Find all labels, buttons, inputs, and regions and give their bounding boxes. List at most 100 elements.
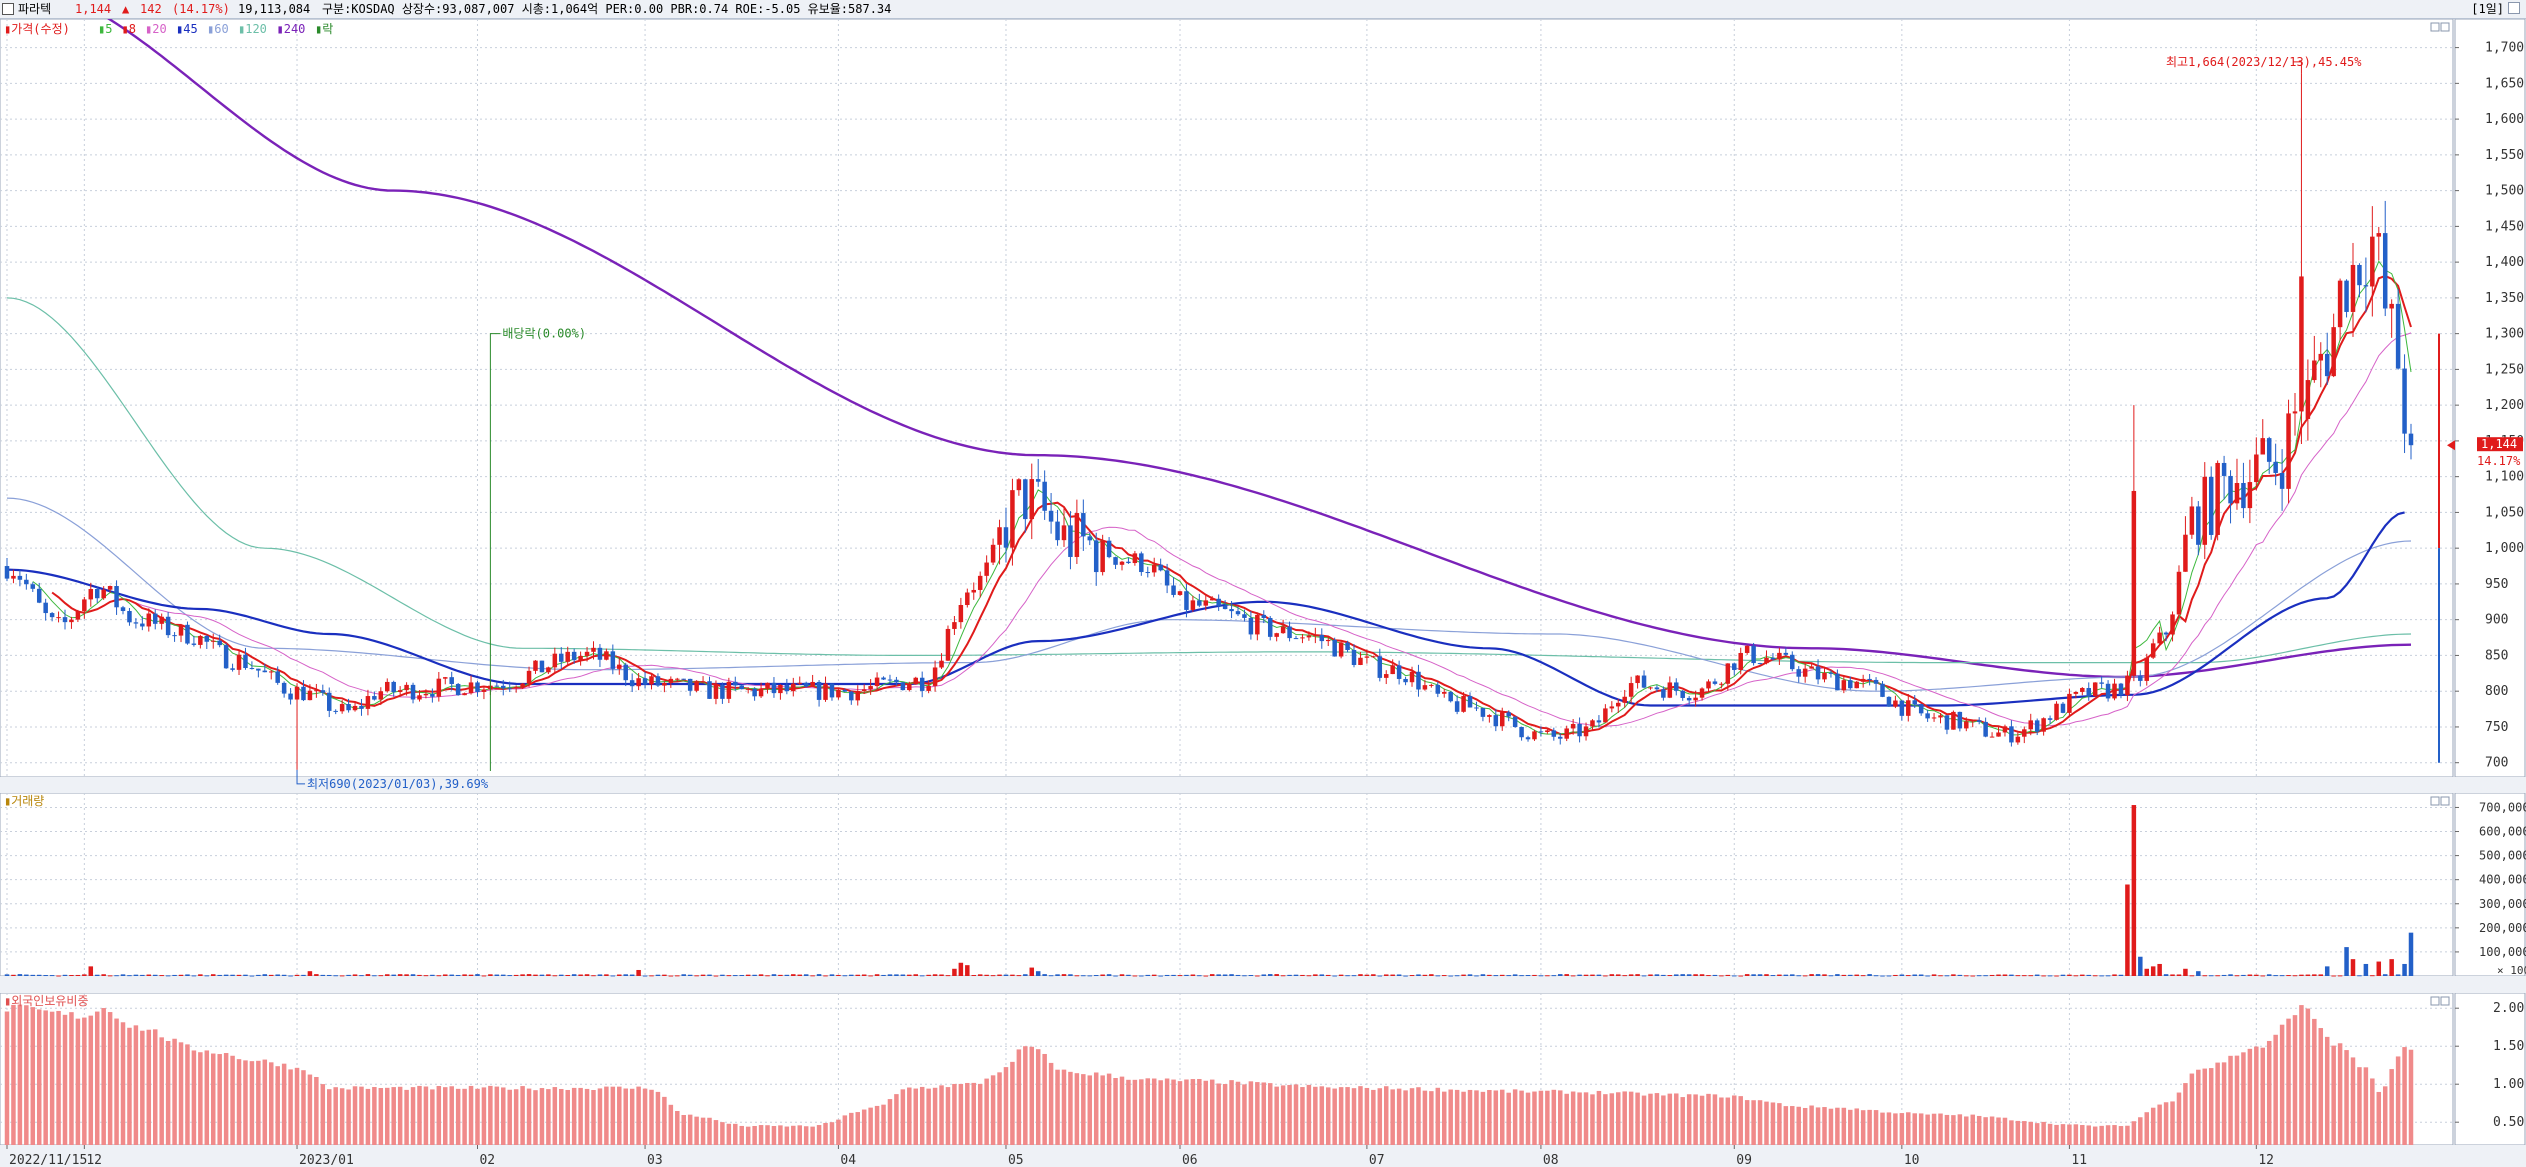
volume-bar [881,974,886,976]
volume-bar [1983,975,1988,977]
pane-close-button[interactable] [2440,796,2450,806]
chart-toggle-checkbox[interactable] [2,3,14,15]
candle-body [629,680,635,687]
candle-body [694,681,699,691]
volume-bar [958,962,964,976]
foreign-ownership-bar [1770,1102,1776,1145]
volume-bar [1048,975,1054,977]
candle-body [1267,617,1273,637]
volume-bar [1023,974,1028,976]
candle-body [836,689,841,698]
candle-body [36,588,42,603]
volume-bar [1209,974,1215,976]
candle-body [1506,712,1511,717]
candle-body [430,694,435,697]
volume-bar [1429,974,1434,976]
pane-close-button[interactable] [2440,996,2450,1006]
foreign-ownership-bar [1706,1093,1711,1145]
price-change: 142 [140,2,162,16]
candle-body [230,668,235,670]
candle-body [2221,462,2227,476]
foreign-ownership-bar [1564,1093,1569,1145]
foreign-ownership-bar [1480,1091,1486,1145]
candle-body [617,664,622,669]
x-tick-label: 11 [2071,1153,2087,1167]
foreign-ownership-bar [984,1078,989,1145]
candle-body [2105,683,2111,699]
foreign-ownership-bar [1132,1079,1138,1145]
volume-bar [2099,975,2104,977]
foreign-ownership-bar [320,1084,326,1145]
foreign-ownership-bar [133,1025,139,1145]
candle-body [2002,726,2008,733]
foreign-ownership-bar [1435,1087,1441,1145]
volume-bar [1609,974,1615,976]
volume-bar [1087,975,1093,977]
candle-body [1925,713,1930,719]
foreign-ownership-bar [1577,1092,1582,1145]
volume-bar [1538,975,1544,977]
ma60-line [6,497,2412,692]
candle-body [1893,700,1898,707]
stock-name[interactable]: 파라텍 [18,2,52,16]
volume-bar [1519,975,1524,977]
foreign-ownership-bar [939,1085,944,1145]
foreign-ownership-bar [1667,1093,1673,1145]
foreign-ownership-bar [2054,1124,2059,1145]
foreign-ownership-bar [1126,1079,1131,1145]
volume-bar [1996,974,2001,976]
pane-close-button[interactable] [2440,22,2450,32]
volume-bar [1474,975,1479,977]
x-tick-label: 06 [1182,1153,1198,1167]
volume-bar [1976,975,1982,977]
foreign-ownership-bar [146,1029,152,1145]
volume-bar [352,974,358,976]
period-selector[interactable]: [1일] [2471,2,2504,16]
foreign-ownership-bar [2105,1125,2111,1145]
foreign-ownership-bar [771,1126,777,1145]
candle-body [2299,276,2304,412]
volume-bar [559,974,564,976]
volume-bar [481,975,487,977]
foreign-ownership-bar [1925,1114,1930,1145]
volume-ytick-label: 200,000 [2479,921,2526,935]
foreign-ownership-bar [1493,1090,1499,1145]
volume-bar [2260,975,2266,977]
foreign-ownership-bar [75,1018,81,1145]
foreign-ownership-bar [1499,1089,1505,1145]
volume-bar [1358,974,1363,976]
candle-body [900,682,906,691]
foreign-ownership-bar [1171,1079,1176,1145]
foreign-ownership-bar [965,1082,970,1145]
foreign-ownership-bar [1609,1093,1615,1145]
candle-body [2370,236,2375,287]
candle-body [1209,598,1215,601]
foreign-ownership-bar [1068,1071,1073,1145]
close-icon[interactable] [2508,2,2520,14]
candle-body [191,643,197,645]
foreign-ownership-bar [1190,1079,1196,1145]
candle-body [1454,701,1460,712]
candle-body [1197,600,1202,606]
volume-bar [191,975,197,977]
foreign-ownership-bar [2376,1091,2382,1145]
foreign-ownership-bar [294,1067,300,1145]
pane-minimize-button[interactable] [2430,796,2440,806]
volume-bar [1912,974,1917,976]
foreign-ownership-bar [372,1087,377,1145]
volume-bar [1325,974,1331,976]
pane-minimize-button[interactable] [2430,22,2440,32]
foreign-ownership-bar [1429,1091,1434,1145]
volume-bar [655,974,661,976]
volume-bar [874,974,880,976]
candle-body [2131,490,2137,676]
volume-bar [1003,974,1009,976]
volume-bar [2370,975,2375,977]
candle-body [726,681,732,699]
foreign-ownership-bar [2305,1008,2311,1145]
foreign-ownership-bar [468,1085,474,1145]
foreign-ownership-bar [2337,1043,2343,1145]
foreign-ownership-bar [17,1004,23,1145]
candle-body [1944,715,1950,730]
pane-minimize-button[interactable] [2430,996,2440,1006]
